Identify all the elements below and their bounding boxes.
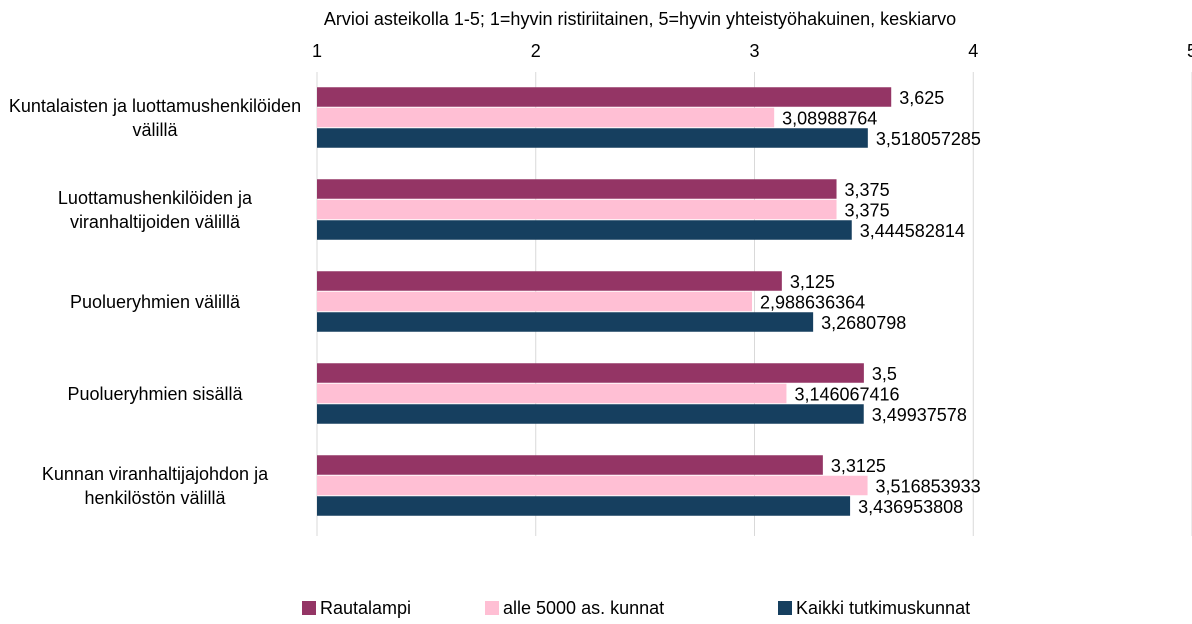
bar [317,87,892,107]
legend-swatch [778,601,792,615]
data-label: 3,518057285 [876,129,981,149]
bar [317,475,868,496]
data-label: 3,625 [899,88,944,108]
legend-label: Kaikki tutkimuskunnat [796,598,970,618]
bar [317,455,823,475]
y-tick-label: Luottamushenkilöiden ja viranhaltijoiden… [57,188,253,232]
x-tick-label: 4 [968,41,978,61]
bar [317,271,782,291]
data-label: 3,375 [845,200,890,220]
data-label: 3,436953808 [858,497,963,517]
x-tick-label: 1 [312,41,322,61]
x-tick-label: 5 [1187,41,1192,61]
data-label: 3,516853933 [876,476,981,496]
bar [317,383,787,404]
bar [317,220,852,240]
y-tick-label: Puolueryhmien välillä [69,292,241,312]
bar [317,291,753,312]
chart-title: Arvioi asteikolla 1-5; 1=hyvin ristiriit… [324,9,956,29]
data-label: 3,375 [845,180,890,200]
x-tick-label: 2 [531,41,541,61]
y-tick-label: Kunnan viranhaltijajohdon ja henkilöstön… [41,464,269,508]
data-label: 3,49937578 [872,405,967,425]
bar [317,128,868,148]
x-tick-label: 3 [749,41,759,61]
bar [317,496,851,516]
data-label: 3,125 [790,272,835,292]
bar [317,107,775,128]
data-label: 3,08988764 [782,108,877,128]
bar [317,404,864,424]
legend-swatch [485,601,499,615]
y-tick-label: Kuntalaisten ja luottamushenkilöiden väl… [8,96,302,140]
data-label: 3,5 [872,364,897,384]
data-label: 3,2680798 [821,313,906,333]
data-label: 3,3125 [831,456,886,476]
y-tick-label: Puolueryhmien sisällä [67,384,243,404]
legend-label: alle 5000 as. kunnat [503,598,664,618]
data-label: 3,146067416 [794,384,899,404]
bar [317,312,814,332]
bar [317,363,864,383]
data-label: 3,444582814 [860,221,965,241]
bar [317,179,837,199]
legend-label: Rautalampi [320,598,411,618]
bar [317,199,837,220]
legend-swatch [302,601,316,615]
data-label: 2,988636364 [760,292,865,312]
